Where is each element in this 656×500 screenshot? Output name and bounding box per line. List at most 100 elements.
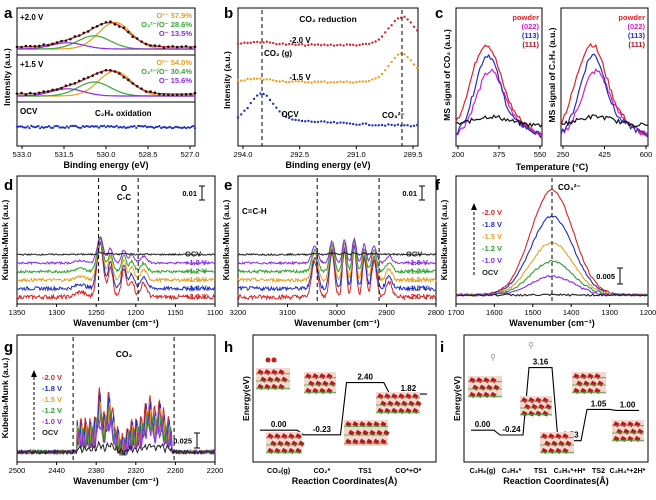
panel-g-title: CO₂ [116, 349, 133, 359]
panel-f-xtick-label: 1300 [601, 308, 618, 317]
panel-a-data-point [55, 124, 58, 127]
panel-a-data-point [78, 126, 81, 129]
panel-a-data-point [60, 126, 63, 129]
panel-a-data-point [20, 45, 23, 49]
panel-b-data-point [236, 42, 240, 45]
panel-b-data-point [403, 53, 406, 56]
panel-d-xlabel: Wavenumber (cm⁻¹) [73, 318, 158, 328]
panel-a-data-point [28, 126, 31, 130]
panel-b-data-point [374, 124, 377, 127]
panel-e-xtick-label: 3000 [329, 308, 346, 317]
panel-b-data-point [374, 77, 377, 80]
panel-b-data-point [310, 43, 313, 46]
panel-a-data-point [87, 125, 90, 128]
panel-a-data-point [90, 124, 93, 128]
panel-b-data-point [313, 80, 316, 83]
panel-b-data-point [352, 122, 355, 126]
panel-a-data-point [152, 126, 156, 130]
panel-a-data-point [167, 45, 170, 49]
panel-a-data-point [58, 126, 61, 129]
panel-h-slab-atom [348, 429, 355, 436]
panel-a-data-point [192, 124, 195, 128]
panel-a-data-point [131, 82, 134, 85]
panel-a-data-point [160, 126, 163, 130]
panel-b-data-point [268, 78, 272, 81]
panel-b-data-point [284, 43, 288, 46]
panel-b-data-point [297, 119, 300, 122]
panel-a-data-point [91, 74, 94, 77]
panel-b-data-point [323, 43, 326, 46]
panel-a-data-point [76, 125, 79, 129]
panel-g-xtick-label: 2200 [207, 466, 224, 475]
panel-a-data-point [86, 76, 90, 79]
panel-i-ylabel: Energy(eV) [452, 376, 462, 421]
panel-a-data-point [95, 25, 99, 28]
panel-h-slab [376, 392, 422, 414]
panel-h-xlabel: Reaction Coordinates(Å) [292, 476, 398, 486]
panel-f-series-label: -1.0 V [482, 256, 502, 265]
panel-f-arrow-head [471, 203, 477, 210]
panel-b-data-point [352, 43, 355, 47]
panel-b-data-point [316, 120, 320, 124]
panel-g-xtick-label: 2380 [88, 466, 105, 475]
panel-b-data-point [364, 80, 368, 83]
panel-a-voltage-label: +2.0 V [20, 13, 44, 22]
panel-a-data-point [85, 124, 88, 128]
panel-c-legend-label: (111) [628, 40, 645, 49]
panel-b-data-point [377, 124, 380, 127]
panel-h-state-label: CO₂* [313, 466, 330, 475]
panel-a-data-point [180, 45, 183, 48]
panel-b-data-point [384, 124, 387, 127]
panel-a-data-point [149, 44, 152, 47]
panel-i-slab-atom [542, 410, 549, 417]
panel-b-data-point [281, 42, 284, 45]
panel-b-data-point [332, 120, 336, 124]
panel-a-data-point [33, 126, 36, 129]
panel-a-data-point [42, 126, 45, 129]
panel-d-scale-label: 0.01 [182, 189, 197, 198]
panel-d-frame [16, 175, 216, 305]
panel-d-series-label: +1.0 V [185, 258, 207, 267]
panel-b-data-point [320, 44, 323, 47]
panel-c-xtick-label: 600 [640, 150, 653, 159]
panel-b-data-point [246, 106, 249, 110]
panel-g-xtick-label: 2260 [167, 466, 184, 475]
panel-c-xtick-label: 550 [534, 150, 547, 159]
panel-b-data-point [272, 102, 275, 105]
panel-a-data-point [162, 93, 166, 96]
panel-h-slab-atom [352, 421, 359, 428]
panel-a-data-point [83, 125, 86, 129]
panel-b-data-point [396, 123, 400, 126]
panel-e-xtick-label: 2800 [428, 308, 445, 317]
panel-a-data-point [156, 125, 159, 128]
panel-a-data-point [176, 125, 179, 129]
panel-a-data-point [74, 124, 77, 127]
panel-b-data-point [329, 121, 332, 124]
panel-b-data-point [371, 78, 374, 81]
panel-b-data-point [316, 43, 320, 46]
panel-a-data-point [158, 92, 161, 96]
panel-a-fit-label: O⁻ 13.5% [159, 29, 192, 38]
panel-b-title: CO₂ reduction [299, 14, 357, 24]
panel-g-frame [16, 334, 216, 463]
panel-a-data-point [136, 124, 140, 128]
panel-b-data-point [249, 78, 252, 81]
panel-b-data-point [377, 38, 380, 41]
panel-a-data-point [96, 125, 99, 128]
panel-b-data-point [278, 110, 281, 113]
panel-letter-a: a [4, 5, 13, 22]
panel-a-data-point [144, 90, 148, 93]
panel-i-molecule: ⚲ [490, 353, 496, 362]
panel-h-slab-atom [373, 421, 380, 428]
panel-b-series-label: OCV [281, 110, 299, 119]
panel-h-slab-atom [373, 438, 380, 445]
panel-i-energy-label: 1.05 [591, 399, 607, 408]
panel-b-data-point [323, 120, 326, 123]
panel-b-data-point [342, 121, 345, 124]
panel-b-data-point [380, 72, 384, 76]
panel-b-data-point [281, 112, 284, 116]
panel-b-data-point [345, 43, 348, 46]
panel-a-data-point [128, 126, 131, 129]
panel-h-slab [266, 432, 305, 454]
panel-a-data-point [56, 125, 60, 128]
